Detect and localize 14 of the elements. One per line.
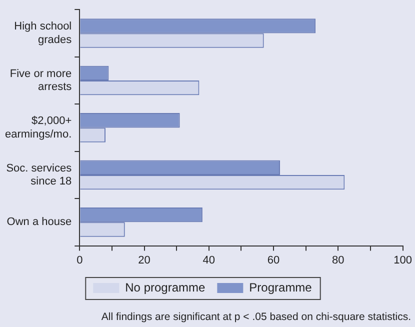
y-tick-label: Own a house — [6, 216, 72, 228]
y-tick-label: High school grades — [14, 20, 72, 46]
x-tick-label: 60 — [267, 254, 280, 266]
y-tick-label: Soc. services since 18 — [6, 162, 72, 188]
legend-label: Programme — [249, 280, 312, 294]
x-tick-label: 40 — [202, 254, 216, 266]
y-tick-label: $2,000+ earmings/mo. — [4, 115, 72, 140]
text: All findings are significant at p < .05 based on chi-square statistics. — [101, 311, 411, 323]
y-tick-label: Five or more arrests — [10, 68, 72, 94]
legend-label: No programme — [125, 280, 206, 294]
x-tick-label: 100 — [394, 254, 412, 266]
x-tick-label: 20 — [138, 254, 150, 266]
x-tick-label: 0 — [76, 254, 83, 266]
x-tick-label: 80 — [332, 254, 344, 266]
